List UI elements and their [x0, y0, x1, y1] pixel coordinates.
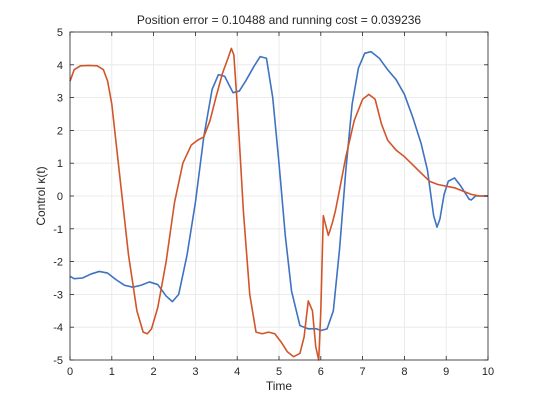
x-tick-label: 10 [482, 366, 494, 378]
x-tick-label: 8 [401, 366, 407, 378]
x-tick-label: 5 [276, 366, 282, 378]
x-tick-label: 1 [109, 366, 115, 378]
y-axis-label: Control κ(t) [34, 166, 48, 225]
y-tick-label: 3 [57, 93, 63, 105]
y-tick-label: 0 [57, 191, 63, 203]
y-tick-label: -3 [53, 289, 63, 301]
y-tick-label: -5 [53, 355, 63, 367]
y-tick-label: -1 [53, 224, 63, 236]
x-tick-label: 2 [151, 366, 157, 378]
x-tick-label: 6 [318, 366, 324, 378]
y-tick-label: -2 [53, 257, 63, 269]
x-axis-label: Time [266, 379, 293, 393]
y-tick-label: 5 [57, 27, 63, 39]
y-tick-label: 2 [57, 125, 63, 137]
y-tick-label: 4 [57, 60, 63, 72]
chart-title: Position error = 0.10488 and running cos… [137, 13, 422, 27]
x-tick-label: 3 [192, 366, 198, 378]
x-tick-label: 0 [67, 366, 73, 378]
x-tick-label: 4 [234, 366, 240, 378]
plot-area: 0 1 2 3 4 5 6 7 8 9 10 -5 -4 -3 -2 -1 0 1 2 3 4 5 [53, 27, 494, 378]
y-tick-label: -4 [53, 322, 63, 334]
x-tick-label: 7 [360, 366, 366, 378]
y-tick-label: 1 [57, 158, 63, 170]
x-tick-label: 9 [443, 366, 449, 378]
